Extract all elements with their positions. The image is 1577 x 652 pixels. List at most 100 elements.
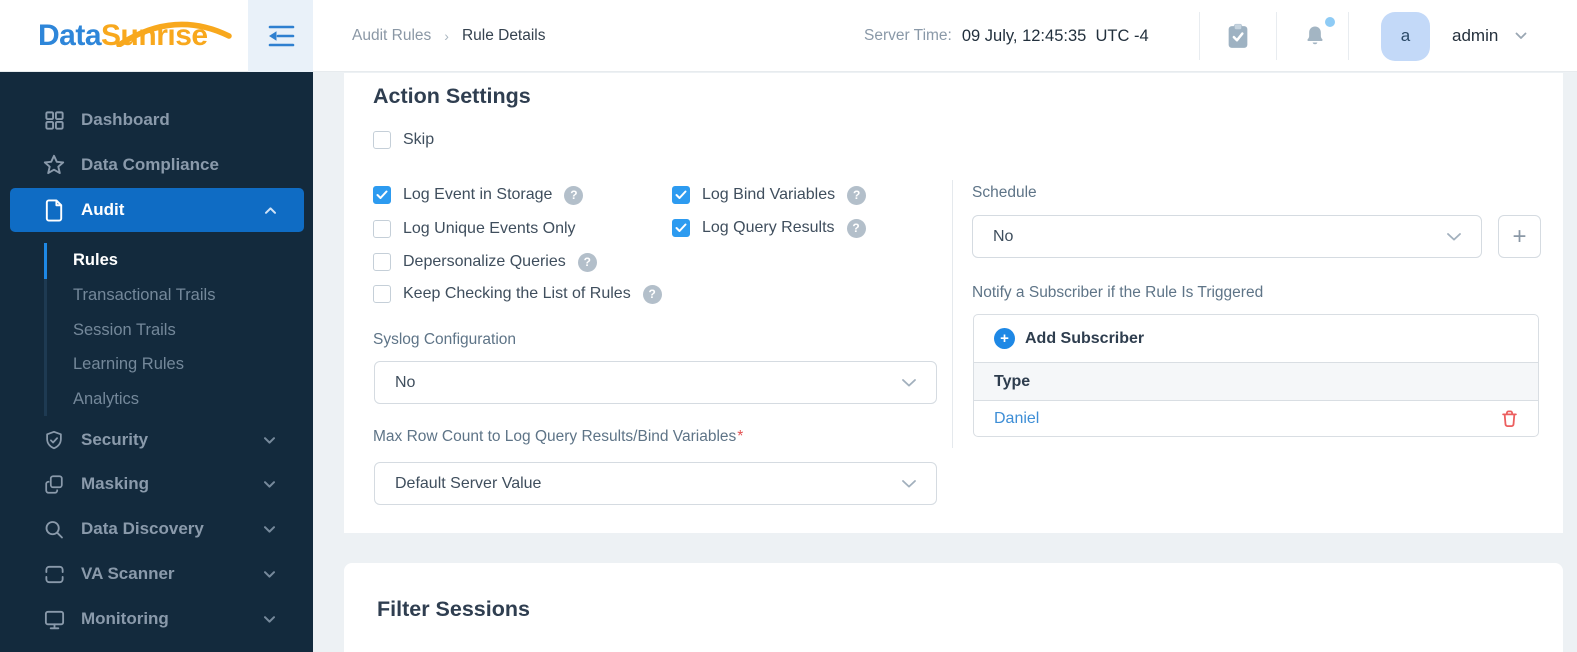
logo-text: DataSunrise bbox=[38, 19, 232, 53]
keep-checking-row: Keep Checking the List of Rules ? bbox=[373, 284, 662, 304]
sidebar-item-data-compliance[interactable]: Data Compliance bbox=[0, 143, 313, 187]
collapse-sidebar-icon bbox=[268, 25, 294, 47]
help-icon[interactable]: ? bbox=[564, 185, 584, 205]
chevron-down-icon bbox=[1515, 32, 1527, 40]
skip-checkbox-row: Skip bbox=[373, 130, 434, 150]
document-icon bbox=[42, 198, 66, 222]
datasunrise-logo[interactable]: DataSunrise bbox=[38, 0, 232, 72]
log-unique-checkbox[interactable] bbox=[373, 220, 391, 238]
subitem-label: Analytics bbox=[73, 390, 140, 408]
subscribers-table: + Add Subscriber Type Daniel bbox=[973, 314, 1539, 437]
sunrise-arc-icon bbox=[116, 21, 232, 47]
shield-icon bbox=[42, 429, 66, 452]
subitem-label: Session Trails bbox=[73, 321, 176, 339]
subitem-label: Learning Rules bbox=[73, 355, 184, 373]
notify-subscriber-label: Notify a Subscriber if the Rule Is Trigg… bbox=[972, 284, 1264, 301]
sidebar-item-masking[interactable]: Masking bbox=[0, 462, 313, 506]
sidebar-item-data-discovery[interactable]: Data Discovery bbox=[0, 507, 313, 551]
user-menu[interactable]: a admin bbox=[1374, 0, 1527, 72]
sidebar-collapse-button[interactable] bbox=[248, 0, 313, 72]
log-event-checkbox[interactable] bbox=[373, 186, 391, 204]
trash-icon bbox=[1502, 410, 1517, 427]
scanner-icon bbox=[42, 563, 66, 586]
clipboard-check-icon bbox=[1228, 23, 1248, 48]
sidebar-item-audit[interactable]: Audit bbox=[10, 188, 304, 232]
help-icon[interactable]: ? bbox=[642, 284, 662, 304]
max-row-count-label: Max Row Count to Log Query Results/Bind … bbox=[373, 428, 743, 446]
help-icon[interactable]: ? bbox=[577, 252, 597, 272]
add-schedule-button[interactable]: + bbox=[1498, 215, 1541, 258]
sidebar-item-va-scanner[interactable]: VA Scanner bbox=[0, 552, 313, 596]
table-row: Daniel bbox=[974, 401, 1538, 436]
star-icon bbox=[42, 153, 66, 177]
checkbox-label: Skip bbox=[403, 131, 435, 148]
chevron-down-icon bbox=[264, 480, 275, 488]
filter-sessions-title: Filter Sessions bbox=[377, 597, 530, 621]
log-bind-checkbox[interactable] bbox=[672, 186, 690, 204]
label-text: Max Row Count to Log Query Results/Bind … bbox=[373, 428, 737, 445]
chevron-down-icon bbox=[264, 525, 275, 533]
skip-checkbox[interactable] bbox=[373, 131, 391, 149]
user-name: admin bbox=[1452, 26, 1499, 45]
sidebar-item-monitoring[interactable]: Monitoring bbox=[0, 597, 313, 641]
breadcrumb-separator: › bbox=[444, 28, 449, 44]
tasks-button[interactable] bbox=[1210, 0, 1266, 72]
add-subscriber-button[interactable]: + Add Subscriber bbox=[974, 315, 1538, 363]
server-time-label: Server Time: bbox=[864, 27, 952, 44]
max-row-count-dropdown[interactable]: Default Server Value bbox=[374, 462, 937, 505]
topbar-divider bbox=[1276, 12, 1277, 60]
sidebar-subitem-rules[interactable]: Rules bbox=[73, 243, 118, 278]
topbar: DataSunrise Audit Rules › Rule Details bbox=[0, 0, 1577, 72]
sidebar-item-security[interactable]: Security bbox=[0, 418, 313, 462]
sidebar-item-label: Masking bbox=[81, 474, 150, 493]
topbar-divider bbox=[1348, 12, 1349, 60]
topbar-divider bbox=[1199, 12, 1200, 60]
notification-dot bbox=[1325, 17, 1335, 27]
plus-circle-icon: + bbox=[994, 328, 1015, 349]
filter-sessions-card: Filter Sessions bbox=[344, 563, 1563, 652]
sidebar-subitem-session-trails[interactable]: Session Trails bbox=[73, 313, 176, 348]
sidebar-item-dashboard[interactable]: Dashboard bbox=[0, 98, 313, 142]
breadcrumb-parent[interactable]: Audit Rules bbox=[352, 27, 432, 44]
bell-icon bbox=[1307, 26, 1323, 44]
sidebar-item-label: Data Compliance bbox=[81, 155, 219, 174]
sidebar-item-label: Monitoring bbox=[81, 609, 169, 628]
logo-part-data: Data bbox=[38, 19, 102, 52]
column-header-label: Type bbox=[994, 372, 1031, 390]
sidebar: Dashboard Data Compliance Audit bbox=[0, 72, 313, 652]
subitem-label: Transactional Trails bbox=[73, 286, 216, 304]
sidebar-subitem-learning-rules[interactable]: Learning Rules bbox=[73, 347, 184, 382]
subscriber-link[interactable]: Daniel bbox=[994, 409, 1040, 427]
action-settings-card: Action Settings Skip Log Event in Storag… bbox=[344, 73, 1563, 533]
sidebar-item-label: VA Scanner bbox=[81, 564, 175, 583]
submenu-active-indicator bbox=[44, 243, 47, 279]
sidebar-subitem-transactional-trails[interactable]: Transactional Trails bbox=[73, 278, 215, 313]
delete-subscriber-button[interactable] bbox=[1501, 410, 1518, 428]
checkbox-label: Log Bind Variables bbox=[702, 186, 836, 203]
depersonalize-checkbox[interactable] bbox=[373, 253, 391, 271]
server-time: Server Time: 09 July, 12:45:35 UTC -4 bbox=[864, 0, 1149, 72]
dropdown-value: No bbox=[395, 373, 416, 391]
search-icon bbox=[42, 518, 66, 541]
help-icon[interactable]: ? bbox=[847, 185, 867, 205]
syslog-dropdown[interactable]: No bbox=[374, 361, 937, 404]
help-icon[interactable]: ? bbox=[846, 218, 866, 238]
keep-checking-checkbox[interactable] bbox=[373, 285, 391, 303]
checkbox-label: Log Unique Events Only bbox=[403, 220, 576, 237]
masking-icon bbox=[42, 473, 66, 496]
server-time-value: 09 July, 12:45:35 UTC -4 bbox=[961, 26, 1149, 45]
sidebar-subitem-analytics[interactable]: Analytics bbox=[73, 382, 139, 417]
table-header-type: Type bbox=[974, 363, 1538, 401]
depersonalize-row: Depersonalize Queries ? bbox=[373, 252, 597, 272]
chevron-up-icon bbox=[265, 206, 276, 214]
notifications-button[interactable] bbox=[1287, 0, 1343, 72]
log-event-row: Log Event in Storage ? bbox=[373, 185, 584, 205]
sidebar-item-label: Dashboard bbox=[81, 110, 170, 129]
dropdown-value: No bbox=[993, 227, 1014, 245]
log-query-checkbox[interactable] bbox=[672, 219, 690, 237]
breadcrumb-current: Rule Details bbox=[461, 27, 546, 44]
log-unique-row: Log Unique Events Only bbox=[373, 219, 576, 239]
schedule-dropdown[interactable]: No bbox=[972, 215, 1482, 258]
checkbox-label: Keep Checking the List of Rules bbox=[403, 285, 631, 302]
